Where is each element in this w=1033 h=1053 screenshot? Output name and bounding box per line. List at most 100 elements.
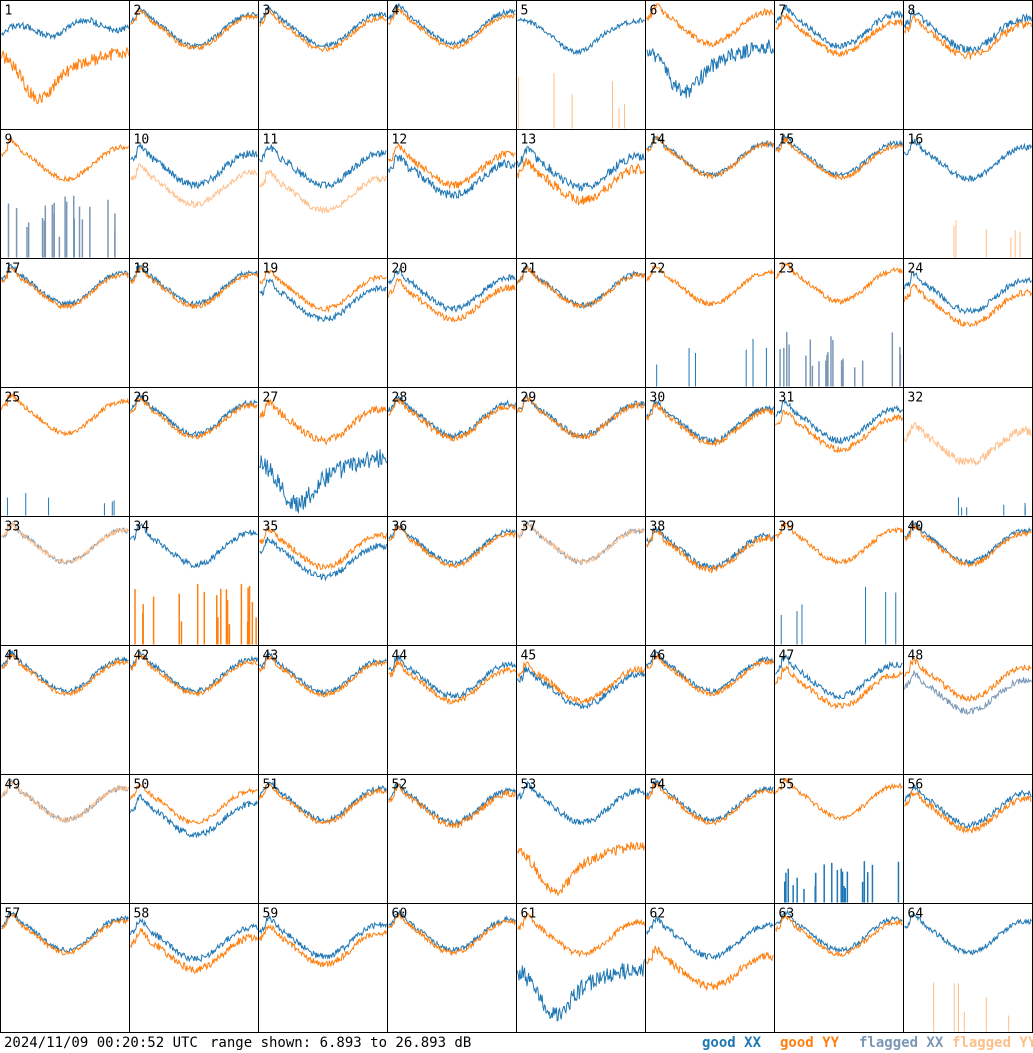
panel-6: 6 <box>645 0 775 130</box>
series-xx <box>904 911 1032 956</box>
panel-frame <box>903 774 1033 904</box>
panel-label: 40 <box>908 520 924 535</box>
series-yy <box>646 134 774 180</box>
series-xx <box>646 915 774 961</box>
series-yy <box>775 521 903 566</box>
panel-43: 43 <box>258 645 388 775</box>
panel-frame <box>129 774 259 904</box>
panel-label: 43 <box>263 649 279 664</box>
panel-label: 32 <box>908 391 924 406</box>
panel-31: 31 <box>774 387 904 517</box>
panel-32: 32 <box>903 387 1033 517</box>
series-xx <box>388 154 516 199</box>
panel-18: 18 <box>129 258 259 388</box>
panel-frame <box>258 258 388 388</box>
series-flagged_xx <box>904 669 1032 716</box>
panel-48: 48 <box>903 645 1033 775</box>
panel-15: 15 <box>774 129 904 259</box>
series-yy <box>259 526 387 571</box>
series-yy <box>646 3 774 48</box>
panel-35: 35 <box>258 516 388 646</box>
panel-label: 9 <box>5 133 13 148</box>
series-yy <box>1 46 129 105</box>
series-yy <box>388 913 516 957</box>
series-yy <box>130 652 258 698</box>
panel-frame <box>774 903 904 1033</box>
panel-23: 23 <box>774 258 904 388</box>
panel-2: 2 <box>129 0 259 130</box>
series-xx <box>646 39 774 99</box>
series-flagged_yy <box>517 522 645 565</box>
panel-label: 13 <box>521 133 537 148</box>
series-xx <box>259 915 387 960</box>
panel-label: 1 <box>5 4 13 19</box>
panel-label: 30 <box>650 391 666 406</box>
series-yy <box>388 783 516 829</box>
series-xx <box>517 780 645 826</box>
panel-label: 31 <box>779 391 795 406</box>
series-xx <box>517 17 645 56</box>
panel-1: 1 <box>0 0 130 130</box>
panel-9: 9 <box>0 129 130 259</box>
series-yy <box>130 396 258 440</box>
legend-flagged-yy: flagged YY <box>952 1035 1033 1051</box>
panel-label: 19 <box>263 262 279 277</box>
panel-16: 16 <box>903 129 1033 259</box>
series-flagged_yy <box>1 779 129 823</box>
series-xx <box>388 523 516 567</box>
panel-17: 17 <box>0 258 130 388</box>
panel-label: 41 <box>5 649 21 664</box>
series-xx <box>775 133 903 178</box>
panel-label: 10 <box>134 133 150 148</box>
panel-45: 45 <box>516 645 646 775</box>
series-yy <box>904 657 1032 703</box>
panel-label: 64 <box>908 907 924 922</box>
panel-frame <box>0 0 130 130</box>
panel-frame <box>645 903 775 1033</box>
panel-label: 42 <box>134 649 150 664</box>
panel-label: 56 <box>908 778 924 793</box>
series-xx <box>517 666 645 710</box>
series-xx <box>1 910 129 953</box>
series-yy <box>775 261 903 305</box>
series-xx <box>259 449 387 514</box>
series-yy <box>388 525 516 569</box>
panel-26: 26 <box>129 387 259 517</box>
series-yy <box>775 664 903 710</box>
panel-frame <box>645 516 775 646</box>
panel-frame <box>774 774 904 904</box>
panel-19: 19 <box>258 258 388 388</box>
series-xx <box>646 779 774 823</box>
panel-frame <box>387 0 517 130</box>
panel-label: 39 <box>779 520 795 535</box>
series-yy <box>517 157 645 206</box>
panel-label: 26 <box>134 391 150 406</box>
series-yy <box>517 913 645 958</box>
series-xx <box>646 650 774 695</box>
panel-4: 4 <box>387 0 517 130</box>
panel-27: 27 <box>258 387 388 517</box>
panel-25: 25 <box>0 387 130 517</box>
series-yy <box>517 841 645 897</box>
panel-frame <box>0 387 130 517</box>
panel-label: 20 <box>392 262 408 277</box>
series-yy <box>259 654 387 698</box>
panel-label: 22 <box>650 262 666 277</box>
series-xx <box>517 264 645 309</box>
series-yy <box>646 263 774 307</box>
panel-49: 49 <box>0 774 130 904</box>
panel-36: 36 <box>387 516 517 646</box>
panel-label: 24 <box>908 262 924 277</box>
series-yy <box>130 8 258 51</box>
panel-54: 54 <box>645 774 775 904</box>
panel-frame <box>774 0 904 130</box>
series-yy <box>259 924 387 968</box>
series-yy <box>517 265 645 309</box>
panel-60: 60 <box>387 903 517 1033</box>
panel-frame <box>516 0 646 130</box>
panel-42: 42 <box>129 645 259 775</box>
panel-label: 37 <box>521 520 537 535</box>
panel-frame <box>129 903 259 1033</box>
series-yy <box>259 8 387 53</box>
panel-frame <box>129 129 259 259</box>
